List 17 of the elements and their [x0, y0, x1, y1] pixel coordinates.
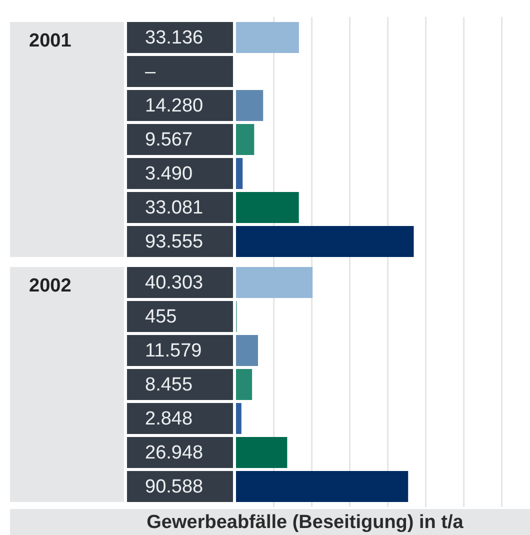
data-label: 26.948 — [145, 442, 204, 464]
y-tick-label: 2002 — [29, 276, 72, 297]
y-tick-label: 2001 — [29, 30, 72, 52]
data-label: 33.081 — [145, 198, 204, 219]
text: – — [145, 62, 156, 83]
data-label: 90.588 — [145, 476, 204, 498]
data-label: 40.303 — [145, 272, 204, 294]
data-label: 11.579 — [145, 340, 202, 362]
data-label: 2.848 — [145, 408, 193, 430]
data-label: 9.567 — [145, 130, 193, 151]
data-label: 33.136 — [145, 28, 204, 49]
data-label: 14.280 — [145, 96, 204, 117]
data-label: 93.555 — [145, 232, 204, 253]
data-label: 455 — [145, 306, 177, 328]
data-label: 3.490 — [145, 164, 193, 185]
data-label: 8.455 — [145, 374, 193, 396]
x-axis-title: Gewerbeabfälle (Beseitigung) in t/a — [10, 509, 530, 535]
